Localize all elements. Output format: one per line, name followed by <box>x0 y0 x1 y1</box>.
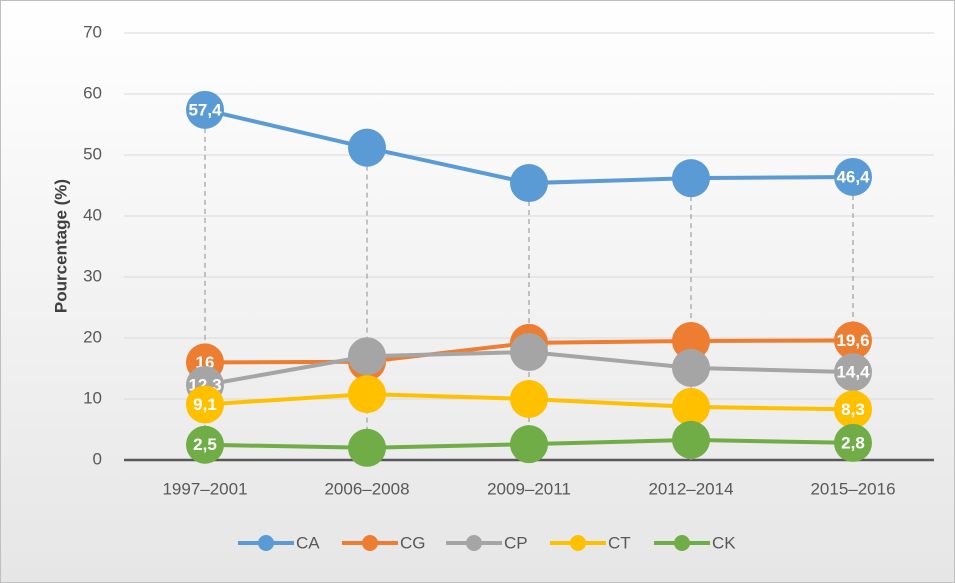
marker <box>348 128 386 167</box>
marker <box>834 321 872 360</box>
marker <box>672 322 710 361</box>
legend-marker <box>362 535 378 551</box>
legend-label: CT <box>608 533 631 552</box>
marker <box>834 157 872 196</box>
y-tick-label: 50 <box>83 144 102 163</box>
y-tick-label: 10 <box>83 388 102 407</box>
data-label: 9,1 <box>193 395 217 414</box>
marker <box>510 164 548 203</box>
legend-marker <box>674 535 690 551</box>
marker <box>672 348 710 387</box>
marker <box>834 423 872 462</box>
y-tick-label: 20 <box>83 327 102 346</box>
y-tick-label: 60 <box>83 83 102 102</box>
x-tick-label: 2009–2011 <box>487 479 571 498</box>
marker <box>672 159 710 198</box>
marker <box>834 390 872 429</box>
legend-marker <box>258 535 274 551</box>
data-label: 14,4 <box>836 363 870 382</box>
data-label: 46,4 <box>836 167 870 186</box>
marker <box>186 90 224 129</box>
marker <box>348 428 386 467</box>
marker <box>672 387 710 426</box>
data-label: 2,8 <box>841 433 865 452</box>
legend-marker <box>466 535 482 551</box>
data-label: 57,4 <box>188 100 222 119</box>
marker <box>510 380 548 418</box>
y-tick-label: 40 <box>83 205 102 224</box>
marker <box>510 425 548 464</box>
y-tick-label: 0 <box>93 449 102 468</box>
x-tick-label: 2015–2016 <box>810 479 895 498</box>
marker <box>672 420 710 459</box>
legend-marker <box>570 535 586 551</box>
legend-label: CA <box>296 533 320 552</box>
x-tick-label: 2006–2008 <box>324 479 409 498</box>
y-tick-label: 30 <box>83 266 102 285</box>
legend-label: CP <box>504 533 528 552</box>
legend-label: CG <box>400 533 426 552</box>
data-label: 8,3 <box>841 400 865 419</box>
marker <box>186 385 224 424</box>
y-tick-label: 70 <box>83 22 102 41</box>
data-label: 19,6 <box>836 331 869 350</box>
y-axis-title: Pourcentage (%) <box>51 179 70 313</box>
legend-label: CK <box>712 533 736 552</box>
marker <box>834 353 872 392</box>
x-tick-label: 2012–2014 <box>648 479 733 498</box>
marker <box>510 333 548 372</box>
x-tick-label: 1997–2001 <box>162 479 247 498</box>
marker <box>186 425 224 464</box>
data-label: 2,5 <box>193 435 217 454</box>
marker <box>348 375 386 414</box>
marker <box>348 337 386 376</box>
